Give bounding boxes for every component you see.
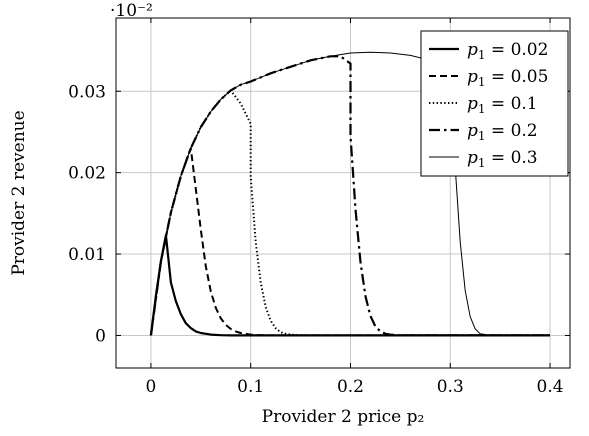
legend-entry-label: p1 = 0.2 [467, 121, 538, 143]
x-tick-label: 0.3 [437, 377, 464, 397]
y-scale-note: ·10⁻² [110, 1, 153, 21]
x-tick-label: 0.1 [237, 377, 264, 397]
x-tick-label: 0.2 [337, 377, 364, 397]
ticks: 0 0.1 0.2 0.3 0.4 0 0.01 0.02 0.03 [68, 18, 570, 397]
y-tick-label: 0.01 [68, 245, 106, 265]
legend-entry-label: p1 = 0.1 [467, 94, 538, 116]
legend: p1 = 0.02 p1 = 0.05 p1 = 0.1 p1 = 0.2 p1 = 0… [420, 30, 569, 177]
legend-entry-label: p1 = 0.3 [467, 148, 538, 170]
series-line [149, 55, 550, 337]
legend-entry-label: p1 = 0.02 [467, 40, 548, 62]
legend-entry-label: p1 = 0.05 [467, 67, 548, 89]
x-axis-label: Provider 2 price p₂ [262, 407, 425, 427]
y-tick-label: 0.02 [68, 164, 106, 184]
plot-lines [149, 51, 550, 337]
plot-frame [115, 17, 571, 369]
series-line [149, 234, 550, 337]
y-tick-label: 0 [95, 326, 106, 346]
x-tick-label: 0 [146, 377, 157, 397]
y-tick-label: 0.03 [68, 82, 106, 102]
x-tick-label: 0.4 [537, 377, 564, 397]
y-axis-label: Provider 2 revenue [9, 110, 29, 275]
